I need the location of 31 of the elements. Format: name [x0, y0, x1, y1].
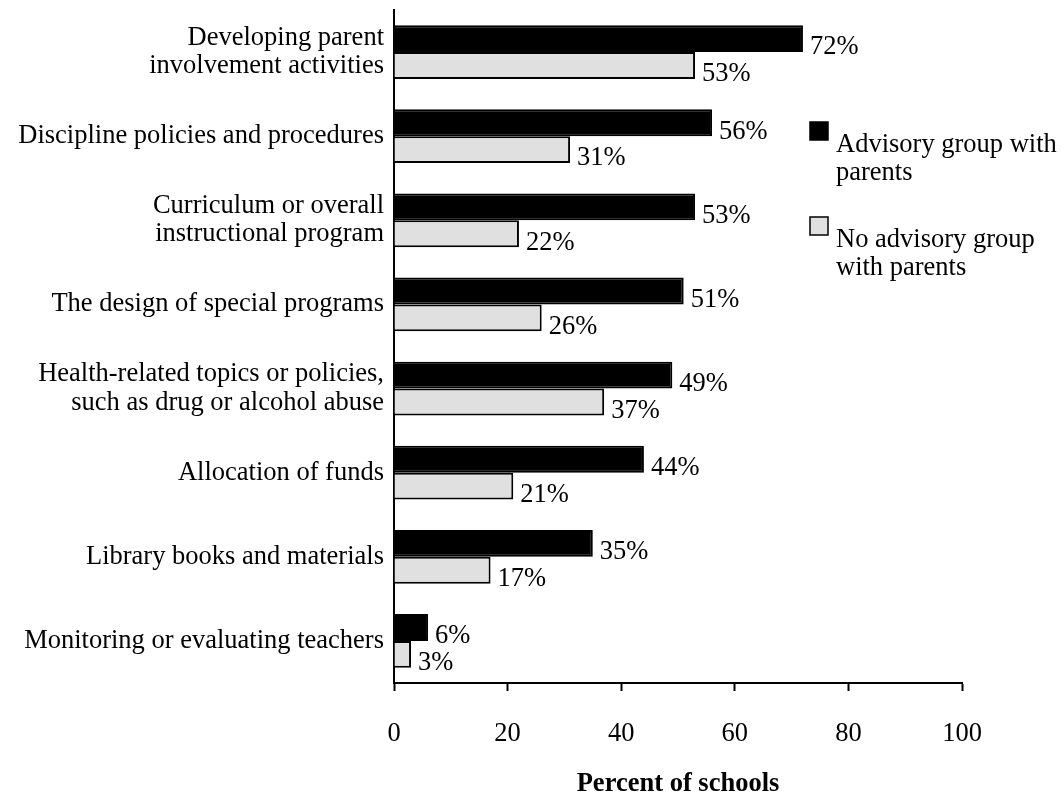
data-label: 53% [702, 57, 751, 88]
y-tick-label: Monitoring or evaluating teachers [24, 623, 384, 654]
legend-label: No advisory group with parents [836, 222, 1035, 281]
y-tick-label: Library books and materials [85, 539, 384, 570]
y-tick-label: Health-related topics or policies, such as drug or alcohol abuse [38, 357, 384, 416]
x-tick-label: 0 [387, 716, 401, 747]
x-tick-label: 100 [942, 716, 982, 747]
data-label: 35% [599, 535, 649, 566]
y-tick-label: Curriculum or overall instructional program [152, 189, 385, 248]
y-tick-label: Discipline policies and procedures [18, 119, 384, 150]
data-label: 44% [650, 451, 700, 482]
y-tick-label: Developing parent involvement activities [149, 20, 385, 80]
data-label: 37% [611, 393, 660, 424]
x-tick-label: 40 [607, 716, 635, 747]
x-axis-title: Percent of schools [576, 766, 780, 797]
x-tick-label: 60 [721, 716, 749, 747]
data-label: 17% [497, 562, 547, 593]
data-label: 22% [525, 225, 575, 256]
data-label: 51% [690, 282, 740, 313]
y-tick-label: The design of special programs [51, 287, 384, 318]
data-label: 53% [702, 198, 751, 229]
data-label: 56% [719, 114, 768, 145]
x-tick-label: 20 [494, 716, 521, 747]
data-label: 49% [679, 366, 728, 397]
x-tick-label: 80 [835, 716, 862, 747]
legend-label: Advisory group with parents [836, 127, 1057, 186]
data-label: 21% [520, 477, 569, 508]
data-label: 72% [809, 30, 859, 61]
data-label: 31% [577, 141, 626, 172]
data-label: 26% [548, 309, 598, 340]
y-tick-label: Allocation of funds [177, 455, 384, 486]
